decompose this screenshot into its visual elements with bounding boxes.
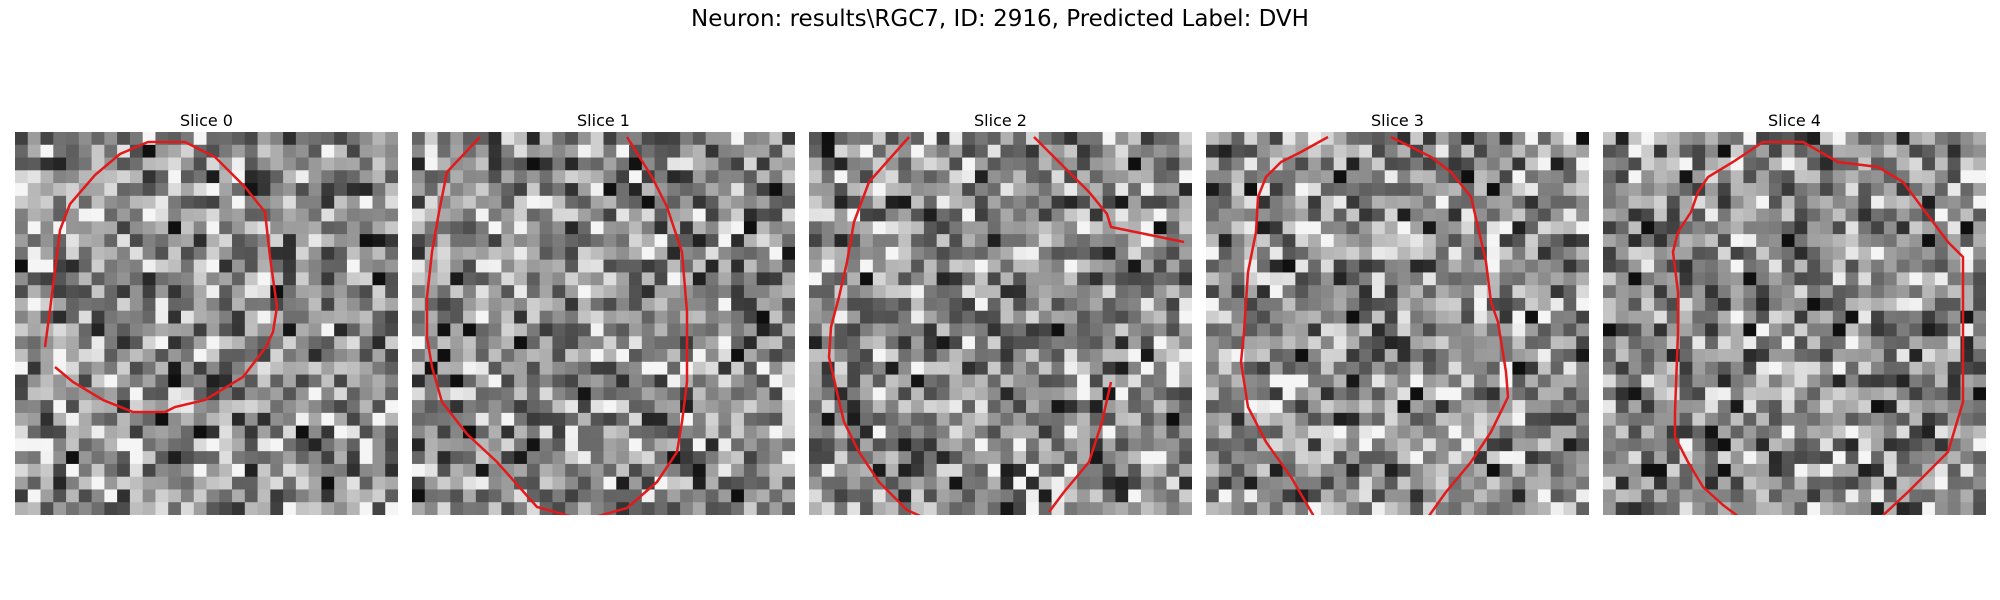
slice-title: Slice 3: [1371, 111, 1424, 130]
slice-image: [809, 132, 1192, 515]
roi-contour: [1048, 381, 1113, 513]
pixel-grid: [809, 132, 1192, 515]
slice-panel-2: Slice 2: [809, 110, 1192, 515]
pixel-grid: [1206, 132, 1589, 515]
roi-contour: [1239, 135, 1329, 515]
slice-panel-1: Slice 1: [412, 110, 795, 515]
roi-contour: [1671, 140, 1965, 515]
slice-title: Slice 0: [180, 111, 233, 130]
roi-contour: [1390, 135, 1510, 515]
pixel-grid: [1603, 132, 1986, 515]
roi-contour: [827, 136, 922, 515]
slice-image: [1603, 132, 1986, 515]
slice-image: [1206, 132, 1589, 515]
roi-contour: [1033, 136, 1185, 244]
roi-contour: [425, 136, 689, 515]
slice-panel-0: Slice 0: [15, 110, 398, 515]
slice-title: Slice 1: [577, 111, 630, 130]
slice-image: [15, 132, 398, 515]
slice-title: Slice 2: [974, 111, 1027, 130]
roi-contour: [43, 140, 279, 414]
slice-image: [412, 132, 795, 515]
slice-panel-4: Slice 4: [1603, 110, 1986, 515]
slice-panel-3: Slice 3: [1206, 110, 1589, 515]
pixel-grid: [15, 132, 398, 515]
slice-title: Slice 4: [1768, 111, 1821, 130]
figure-title: Neuron: results\RGC7, ID: 2916, Predicte…: [691, 6, 1309, 32]
pixel-grid: [412, 132, 795, 515]
